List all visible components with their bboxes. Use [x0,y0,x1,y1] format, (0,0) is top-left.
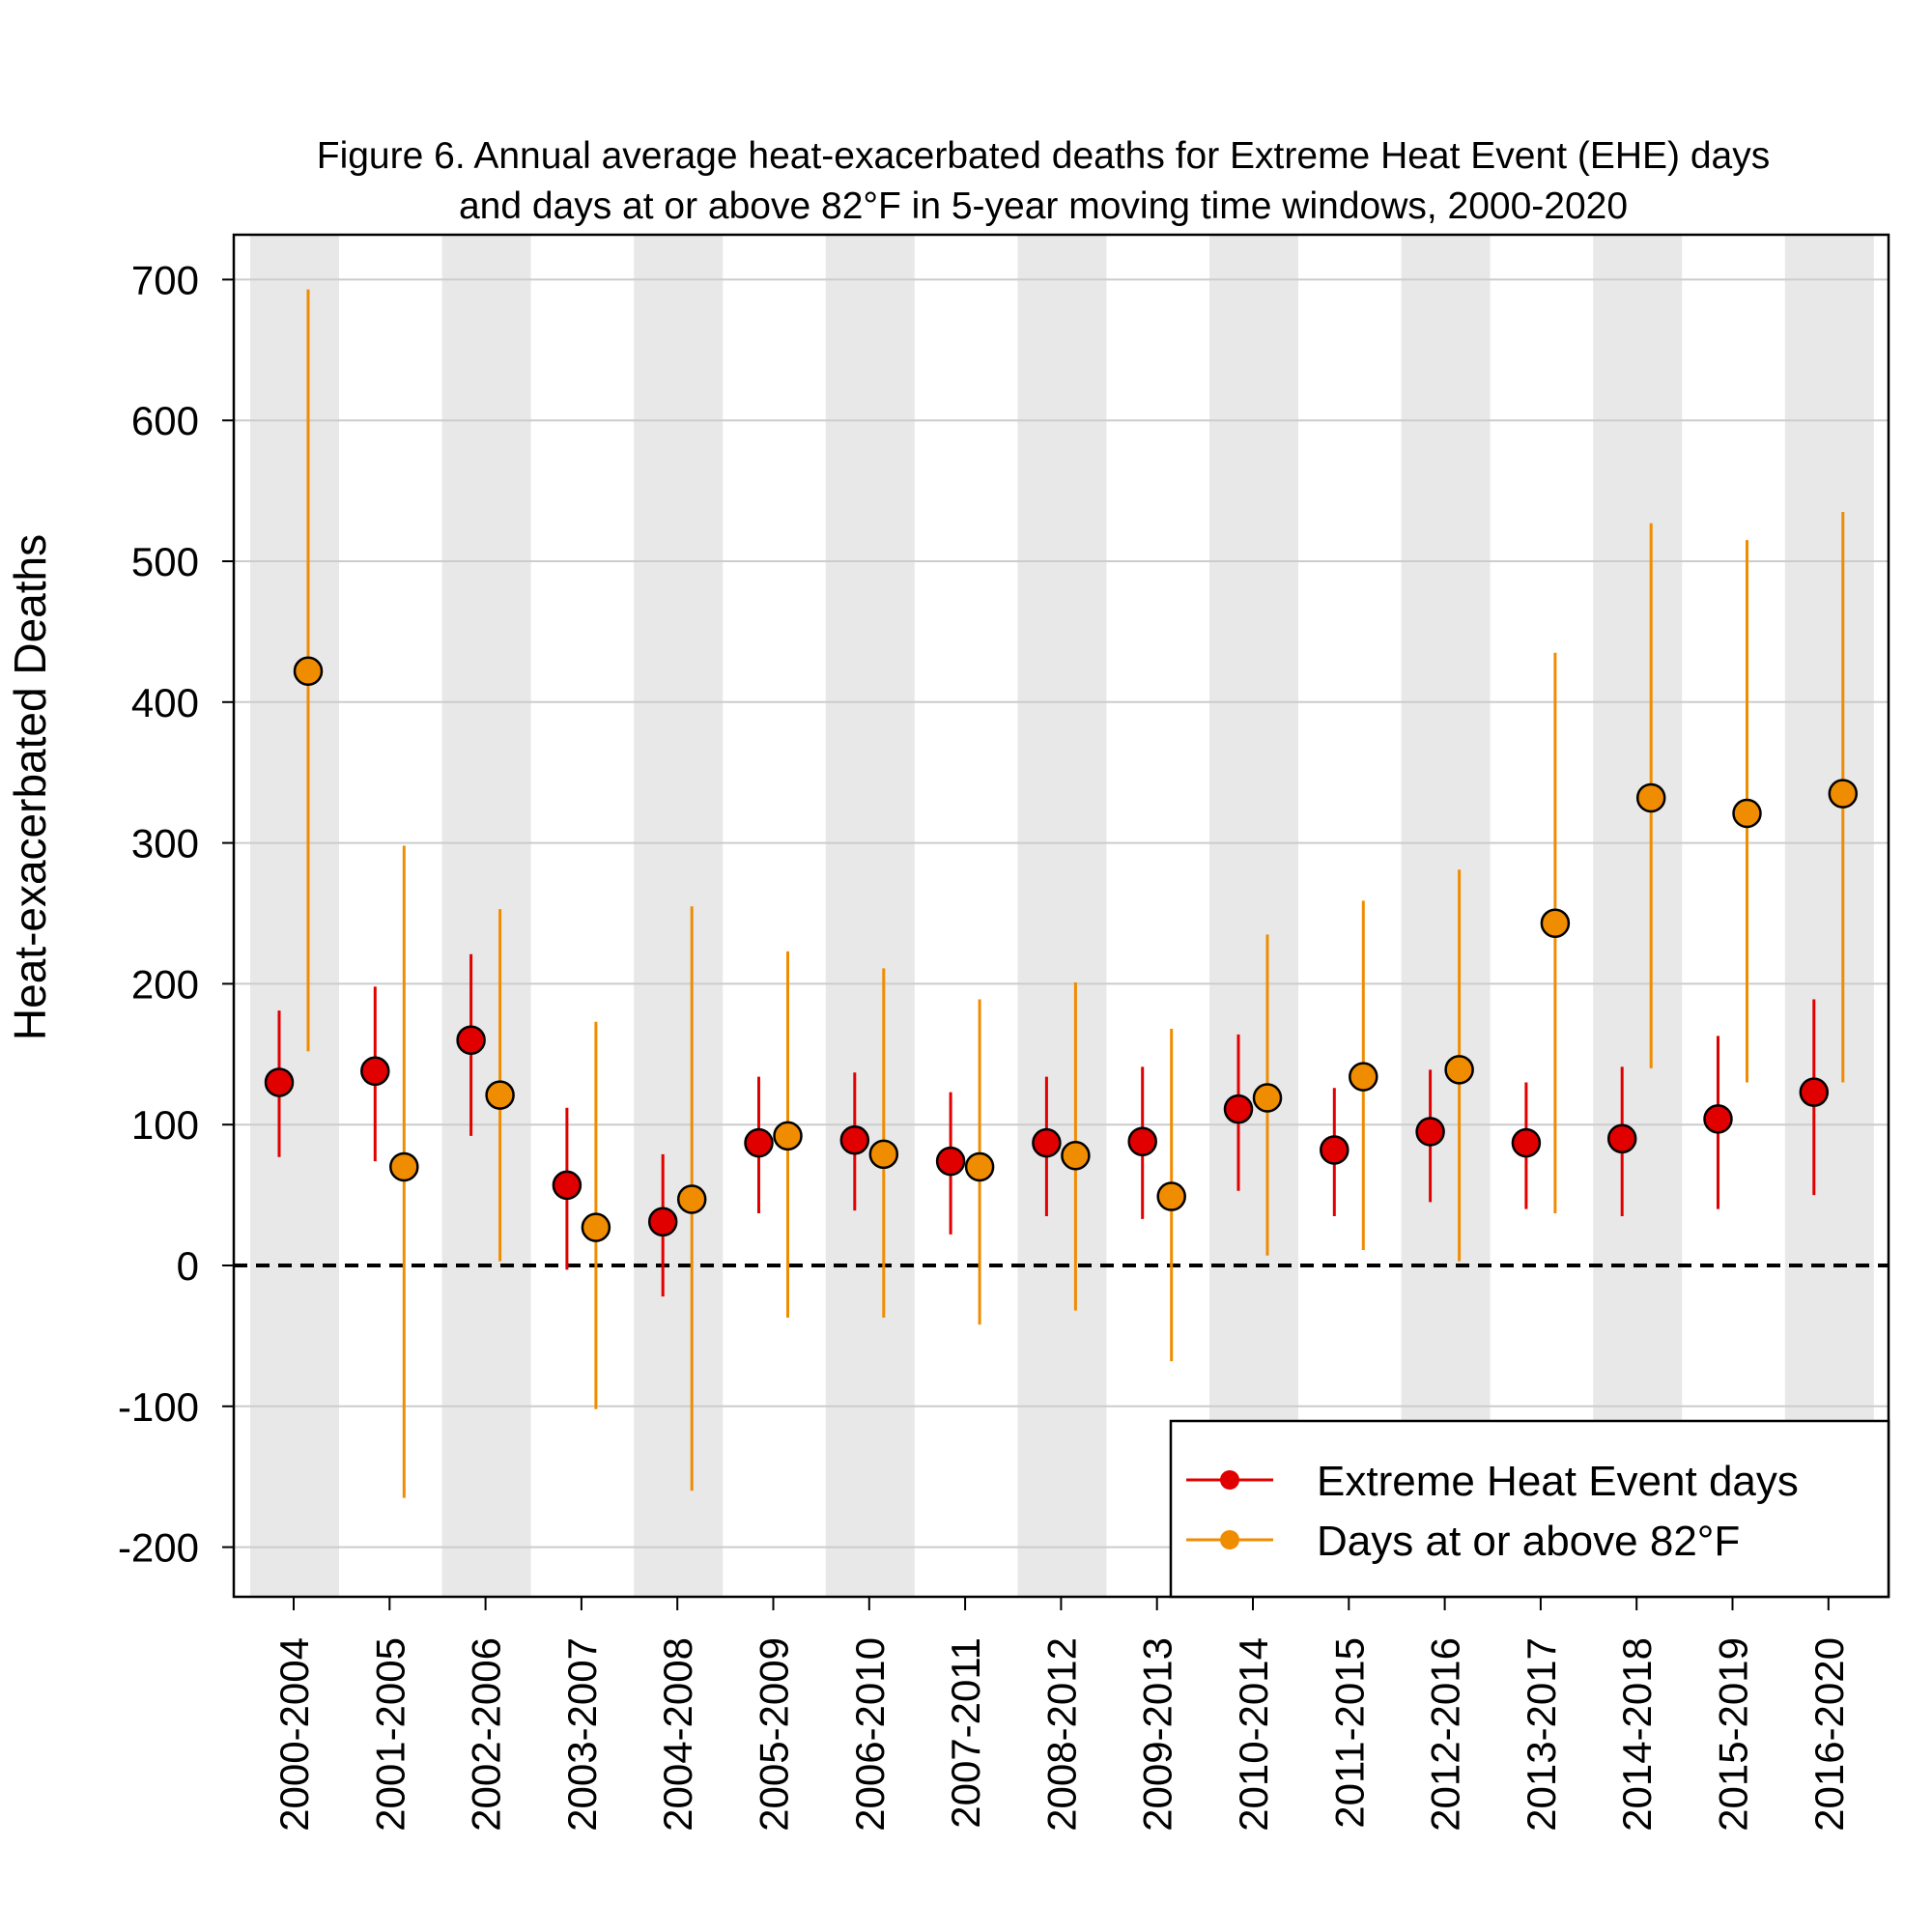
data-point [647,1207,678,1237]
data-point [1703,1104,1733,1134]
data-point [1156,1181,1186,1211]
y-tick-label: 0 [177,1243,199,1289]
gridlines [234,278,1889,1548]
chart-title-line-1: Figure 6. Annual average heat-exacerbate… [317,135,1771,177]
chart-title-line-2: and days at or above 82°F in 5-year movi… [459,185,1628,227]
x-tick-label: 2007-2011 [943,1637,988,1829]
data-point [1252,1083,1283,1113]
data-point [839,1124,870,1155]
x-tick-label: 2013-2017 [1519,1637,1564,1832]
data-point [1061,1141,1091,1171]
x-tick-label: 2001-2005 [367,1637,412,1832]
data-point [1799,1077,1830,1107]
y-axis-ticks: -200 -100 0 100 200 300 400 500 600 700 [118,257,234,1571]
x-tick-label: 2014-2018 [1614,1637,1660,1832]
y-tick-label: -200 [118,1525,199,1571]
y-tick-label: 300 [131,821,199,867]
data-point [581,1212,611,1242]
y-tick-label: 600 [131,398,199,443]
x-tick-label: 2011-2015 [1326,1637,1372,1829]
x-tick-label: 2003-2007 [559,1637,605,1832]
data-point [1511,1127,1542,1158]
category-band [250,235,339,1597]
data-point [1415,1117,1445,1147]
x-tick-label: 2008-2012 [1038,1637,1084,1832]
plot-frame [232,233,1890,1599]
data-point [1320,1135,1350,1165]
x-tick-label: 2015-2019 [1711,1637,1756,1832]
data-point [1349,1062,1378,1092]
y-axis-title: Heat-exacerbated Deaths [5,534,55,1040]
data-point [868,1139,899,1170]
y-tick-label: 200 [131,961,199,1007]
x-tick-label: 2010-2014 [1231,1637,1276,1832]
category-band [441,235,531,1597]
legend-label-ehe: Extreme Heat Event days [1317,1458,1799,1505]
data-point [552,1170,582,1201]
legend-label-82f: Days at or above 82°F [1317,1518,1740,1565]
category-band [1593,235,1683,1597]
data-point [1732,798,1762,829]
legend-ehe-marker [1220,1470,1239,1490]
y-tick-label: 700 [131,257,199,302]
x-tick-label: 2000-2004 [271,1637,317,1832]
data-point [773,1121,803,1151]
x-tick-label: 2006-2010 [847,1637,893,1832]
x-tick-label: 2016-2020 [1806,1637,1852,1832]
legend-box [1169,1419,1890,1599]
y-tick-label: 100 [131,1102,199,1148]
legend: Extreme Heat Event days Days at or above… [1169,1419,1890,1599]
x-tick-label: 2009-2013 [1135,1637,1180,1832]
data-point [1635,782,1666,813]
data-point [360,1056,390,1087]
data-point [389,1151,419,1182]
data-point [744,1127,774,1158]
data-point [1032,1127,1062,1158]
data-point [293,656,324,686]
category-band [634,235,724,1597]
data-point [935,1146,966,1177]
legend-82f-marker [1220,1530,1239,1549]
x-tick-label: 2002-2006 [464,1637,509,1832]
y-tick-label: 500 [131,539,199,584]
category-band [1017,235,1107,1597]
x-tick-label: 2005-2009 [752,1637,797,1832]
category-band [825,235,915,1597]
data-point [676,1184,707,1214]
data-point [1540,908,1571,938]
data-point [1127,1126,1157,1156]
category-bands [250,235,1874,1597]
category-band [1401,235,1491,1597]
data-point [1444,1055,1474,1085]
data-point [264,1067,295,1097]
data-point [485,1080,515,1110]
chart-title: Figure 6. Annual average heat-exacerbate… [317,135,1771,227]
data-point [1223,1094,1254,1124]
data-points [264,656,1859,1242]
data-point [1828,779,1859,809]
category-band [1209,235,1298,1597]
x-axis-ticks: 2000-2004 2001-2005 2002-2006 2003-2007 2004… [271,1597,1852,1832]
y-tick-label: 400 [131,680,199,725]
category-band [1784,235,1874,1597]
data-point [456,1025,486,1055]
x-tick-label: 2012-2016 [1423,1637,1468,1832]
data-point [1606,1123,1637,1154]
y-tick-label: -100 [118,1384,199,1430]
x-tick-label: 2004-2008 [655,1637,700,1832]
data-point [964,1151,995,1182]
